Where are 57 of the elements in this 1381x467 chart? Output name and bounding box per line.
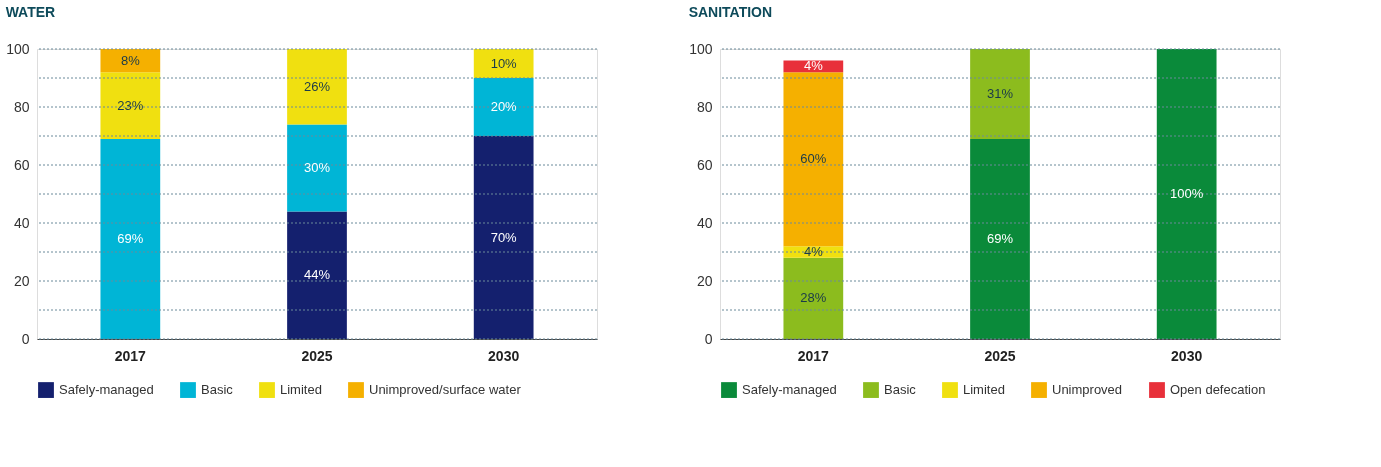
bar [473,78,534,136]
x-tick-label: 2025 [984,347,1016,364]
y-tick-label: 20 [13,272,30,289]
data-label: 4% [803,244,824,259]
y-tick-label: 20 [696,272,713,289]
data-label: 30% [303,159,331,175]
x-tick-label: 2025 [301,347,333,364]
data-label: 20% [490,99,518,114]
legend-label: Open defecation [1170,382,1266,398]
y-tick-label: 80 [13,98,30,115]
chart-title: WATER [5,4,56,20]
data-label: 44% [303,267,331,283]
data-label: 10% [490,55,518,71]
chart-title: SANITATION [688,4,773,20]
bar [287,211,347,339]
x-tick-label: 2030 [1171,347,1203,364]
data-label: 69% [986,230,1014,246]
y-tick-label: 60 [13,156,30,173]
bar [970,138,1030,339]
data-label: 31% [986,85,1014,101]
x-tick-label: 2017 [797,347,830,364]
data-label: 26% [303,78,331,94]
bar [970,49,1030,139]
y-tick-label: 80 [696,98,713,115]
legend-label: Limited [280,382,322,398]
bar [100,72,161,139]
bar [287,49,347,125]
y-tick-label: 40 [696,214,713,231]
legend-label: Basic [884,382,917,398]
data-label: 60% [800,151,827,167]
y-tick-label: 100 [6,40,30,57]
legend-label: Limited [963,382,1005,398]
data-label: 70% [490,229,518,245]
bar [783,72,844,247]
data-label: 100% [1170,186,1204,201]
y-tick-label: 0 [21,330,30,347]
data-label: 8% [120,52,141,68]
bar [473,136,534,339]
bar [287,124,347,212]
data-label: 28% [800,290,827,306]
bar [1156,49,1217,339]
legend-label: Basic [201,382,234,398]
legend-label: Safely-managed [59,382,154,398]
y-tick-label: 60 [696,156,713,173]
y-tick-label: 100 [689,40,713,57]
data-label: 4% [803,58,824,74]
legend-label: Unimproved/surface water [369,382,522,398]
data-label: 23% [117,97,144,113]
legend-label: Unimproved [1052,382,1123,398]
y-tick-label: 0 [704,330,713,347]
legend-label: Safely-managed [742,382,837,398]
x-tick-label: 2017 [114,347,147,364]
y-tick-label: 40 [13,214,30,231]
bar [783,257,844,339]
data-label: 69% [117,230,144,246]
x-tick-label: 2030 [488,347,520,364]
bar [100,138,161,339]
